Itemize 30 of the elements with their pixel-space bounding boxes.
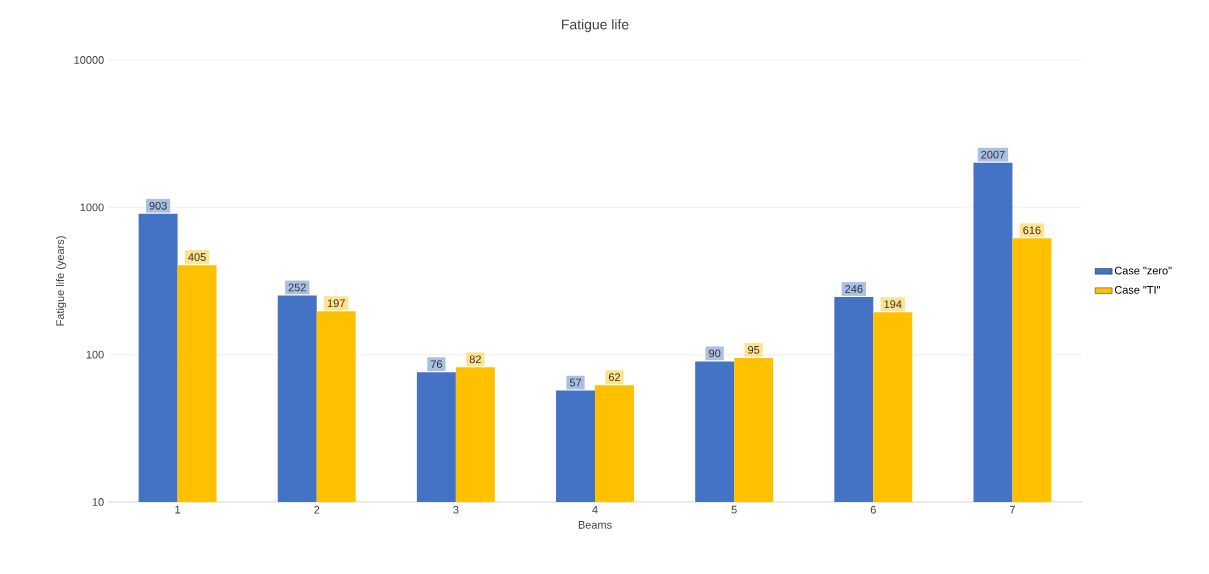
x-axis-title: Beams: [578, 521, 612, 529]
x-tick-label: 2: [314, 505, 320, 514]
data-label: 62: [608, 373, 621, 382]
x-tick-label: 7: [1009, 505, 1015, 514]
data-label: 616: [1023, 226, 1041, 235]
x-tick-label: 4: [592, 505, 598, 514]
data-label: 76: [430, 360, 442, 369]
x-tick-label: 3: [453, 505, 459, 514]
data-label: 252: [288, 283, 306, 292]
data-label: 903: [149, 201, 167, 210]
y-tick-label: 10000: [74, 56, 104, 64]
data-label: 197: [327, 299, 345, 308]
data-label: 246: [845, 285, 863, 293]
y-axis-title: Fatigue life (years): [55, 236, 67, 326]
data-label: 194: [884, 300, 902, 309]
x-tick-label: 6: [870, 505, 876, 514]
data-label: 95: [748, 345, 760, 354]
data-label: 57: [569, 378, 582, 387]
x-tick-label: 5: [731, 505, 737, 514]
legend-label: Case "TI": [1114, 285, 1160, 294]
y-tick-label: 100: [86, 350, 104, 359]
legend-label: Case "zero": [1114, 266, 1172, 275]
data-label: 2007: [981, 150, 1005, 159]
data-label: 82: [469, 355, 481, 364]
data-label: 405: [188, 253, 206, 261]
chart-title: Fatigue life: [562, 19, 629, 33]
y-tick-label: 10: [92, 498, 104, 506]
y-tick-label: 1000: [80, 203, 104, 212]
x-tick-label: 1: [175, 505, 181, 514]
data-label: 90: [709, 349, 721, 358]
